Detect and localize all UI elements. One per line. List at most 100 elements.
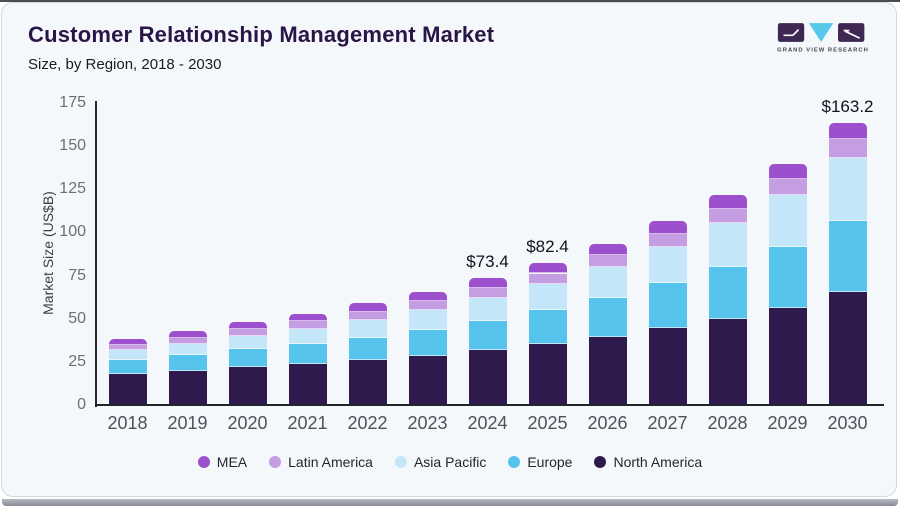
bar-segment-2026-mea[interactable] [588,243,627,256]
bar-segment-2018-mea[interactable] [108,339,147,346]
bar-segment-2028-mea[interactable] [708,195,747,209]
legend-label: North America [613,454,703,470]
bar-segment-2026-asia-pacific[interactable] [588,267,627,298]
chart-card [1,2,897,497]
legend-label: Asia Pacific [413,454,487,470]
x-tick-label-2021: 2021 [287,413,328,433]
bar-segment-2020-north-america[interactable] [228,367,267,405]
legend-item-europe[interactable]: Europe [508,454,572,470]
bar-segment-2027-latin-america[interactable] [648,233,687,247]
gvr-logo-icon [777,23,865,42]
legend-item-north-america[interactable]: North America [594,454,702,470]
bar-segment-2020-asia-pacific[interactable] [228,335,267,350]
bar-segment-2030-latin-america[interactable] [828,139,867,159]
bar-segment-2026-europe[interactable] [588,298,627,337]
bar-segment-2021-europe[interactable] [288,343,327,364]
bar-segment-2022-north-america[interactable] [348,360,387,405]
bar-segment-2021-north-america[interactable] [288,363,327,405]
bar-segment-2026-latin-america[interactable] [588,255,627,268]
bar-segment-2023-asia-pacific[interactable] [408,310,447,331]
bar-segment-2018-europe[interactable] [108,360,147,374]
bar-segment-2021-latin-america[interactable] [288,321,327,329]
bar-segment-2025-latin-america[interactable] [528,273,567,285]
y-tick-label-50: 50 [68,309,86,327]
x-tick-label-2018: 2018 [107,413,148,433]
x-tick-label-2023: 2023 [407,413,448,433]
x-tick-label-2024: 2024 [467,413,508,433]
y-tick-label-100: 100 [59,223,86,241]
x-axis-line [95,404,884,406]
bar-segment-2018-asia-pacific[interactable] [108,350,147,361]
x-tick-label-2029: 2029 [767,413,808,433]
bar-segment-2023-latin-america[interactable] [408,301,447,311]
y-tick-label-0: 0 [77,396,86,413]
bar-segment-2021-mea[interactable] [288,313,327,322]
bar-segment-2019-europe[interactable] [168,355,207,371]
bar-segment-2028-europe[interactable] [708,266,747,319]
logo-text: GRAND VIEW RESEARCH [777,47,869,53]
bar-segment-2027-asia-pacific[interactable] [648,246,687,284]
bar-segment-2025-north-america[interactable] [528,343,567,405]
bar-segment-2029-europe[interactable] [768,246,807,308]
bar-segment-2022-europe[interactable] [348,337,387,361]
bar-segment-2027-mea[interactable] [648,221,687,234]
bar-segment-2019-asia-pacific[interactable] [168,343,207,356]
bar-segment-2022-latin-america[interactable] [348,311,387,320]
bar-segment-2030-asia-pacific[interactable] [828,158,867,221]
bar-segment-2024-europe[interactable] [468,320,507,351]
bar-segment-2029-mea[interactable] [768,164,807,179]
bar-segment-2019-north-america[interactable] [168,370,207,405]
bar-segment-2022-mea[interactable] [348,303,387,312]
bar-segment-2026-north-america[interactable] [588,336,627,405]
bar-segment-2025-mea[interactable] [528,262,567,274]
x-tick-label-2022: 2022 [347,413,388,433]
bar-segment-2029-latin-america[interactable] [768,178,807,195]
bar-segment-2030-europe[interactable] [828,220,867,293]
bar-segment-2018-latin-america[interactable] [108,345,147,351]
bar-segment-2028-asia-pacific[interactable] [708,223,747,267]
bar-segment-2019-mea[interactable] [168,331,207,339]
bar-segment-2023-mea[interactable] [408,291,447,302]
bar-segment-2022-asia-pacific[interactable] [348,319,387,338]
bar-segment-2028-latin-america[interactable] [708,208,747,224]
bar-segment-2023-europe[interactable] [408,330,447,357]
bar-segment-2028-north-america[interactable] [708,318,747,405]
bar-segment-2020-latin-america[interactable] [228,329,267,336]
legend-swatch-europe [508,456,521,468]
x-tick-label-2026: 2026 [587,413,628,433]
bar-segment-2030-north-america[interactable] [828,292,867,405]
x-tick-label-2020: 2020 [227,413,268,433]
x-tick-label-2019: 2019 [167,413,208,433]
window-top-edge [0,0,900,2]
legend-item-asia-pacific[interactable]: Asia Pacific [394,454,487,470]
legend-swatch-mea [197,456,210,468]
legend-label: Latin America [288,454,373,470]
bar-segment-2029-north-america[interactable] [768,307,807,405]
legend: MEA Latin America Asia Pacific Europe North … [0,450,900,474]
bar-segment-2027-north-america[interactable] [648,328,687,405]
bar-segment-2024-latin-america[interactable] [468,288,507,298]
bar-segment-2024-asia-pacific[interactable] [468,298,507,321]
x-tick-label-2030: 2030 [827,413,868,433]
bar-segment-2023-north-america[interactable] [408,356,447,405]
legend-item-mea[interactable]: MEA [197,454,248,470]
bar-segment-2024-mea[interactable] [468,278,507,289]
legend-swatch-latin-america [269,456,282,468]
grand-view-research-logo: GRAND VIEW RESEARCH [777,23,869,53]
value-label-2030: $163.2 [821,97,874,117]
bar-segment-2027-europe[interactable] [648,283,687,329]
bar-segment-2020-mea[interactable] [228,322,267,330]
bar-segment-2029-asia-pacific[interactable] [768,194,807,247]
bar-segment-2030-mea[interactable] [828,123,867,140]
bar-segment-2018-north-america[interactable] [108,373,147,405]
bar-segment-2021-asia-pacific[interactable] [288,328,327,344]
bar-segment-2025-asia-pacific[interactable] [528,284,567,311]
x-tick-label-2025: 2025 [527,413,568,433]
bar-segment-2024-north-america[interactable] [468,350,507,405]
bar-segment-2020-europe[interactable] [228,349,267,368]
legend-label: MEA [216,454,248,470]
bar-segment-2025-europe[interactable] [528,310,567,344]
legend-item-latin-america[interactable]: Latin America [269,454,373,470]
y-tick-label-125: 125 [59,180,86,198]
bar-segment-2019-latin-america[interactable] [168,338,207,344]
